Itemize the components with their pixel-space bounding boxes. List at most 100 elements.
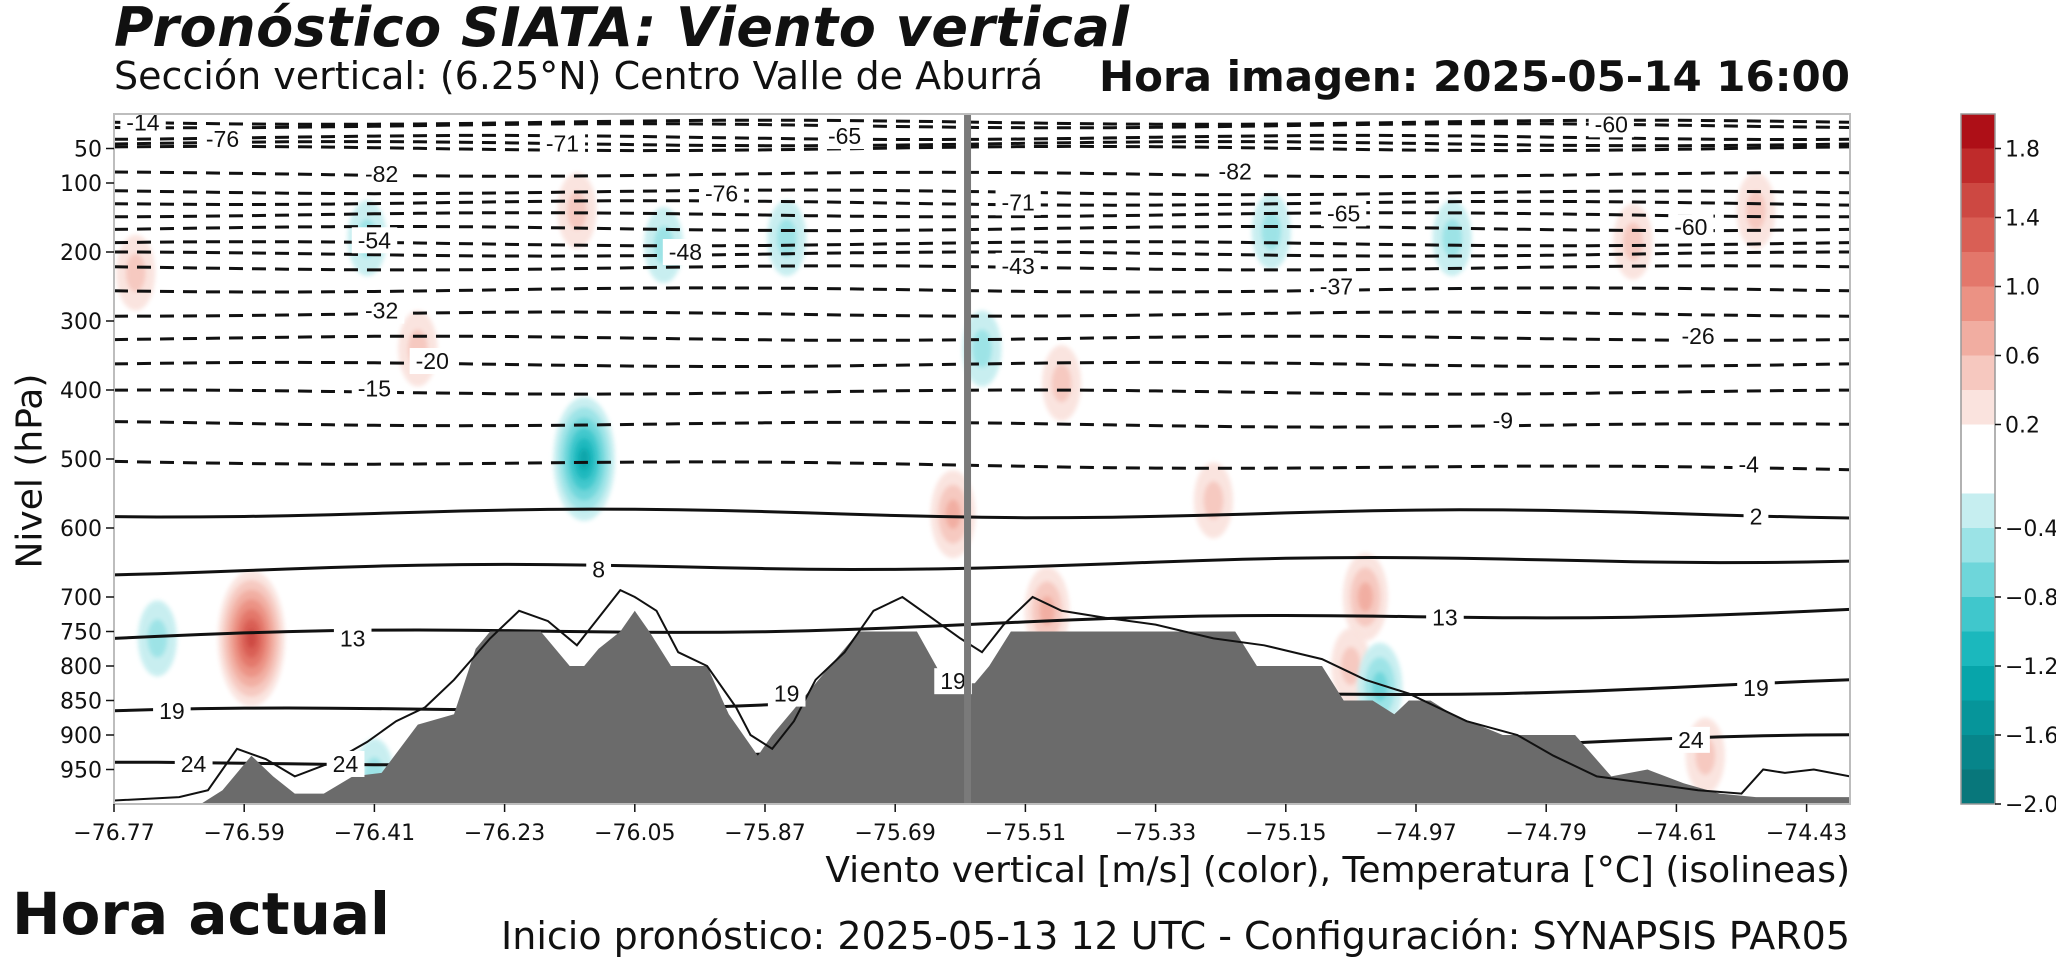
isoline-label: -76 (206, 126, 239, 152)
x-tick-label: −76.59 (203, 821, 284, 846)
isoline-label-bg (1672, 726, 1710, 753)
isoline (114, 286, 1850, 294)
velocity-feature (1357, 582, 1373, 612)
isoline-label-bg (409, 348, 455, 375)
colorbar-band (1961, 321, 1995, 356)
isoline-label: -15 (358, 376, 391, 402)
colorbar-tick-label: 0.6 (2005, 345, 2040, 370)
velocity-feature (1051, 364, 1072, 403)
colorbar-band (1961, 493, 1995, 528)
isoline-label: 24 (333, 751, 359, 777)
x-tick-label: −74.43 (1766, 821, 1847, 846)
colorbar-tick-label: 1.4 (2005, 207, 2040, 232)
velocity-feature (1623, 222, 1643, 261)
terrain-outline (114, 588, 1850, 802)
isoline-label-bg (821, 123, 868, 150)
x-tick-label: −76.41 (334, 821, 415, 846)
vertical-velocity-field (116, 172, 1776, 804)
x-tick-label: −75.69 (854, 821, 935, 846)
isoline (114, 118, 1850, 126)
y-tick-label: 600 (60, 517, 102, 542)
isoline-label-bg (539, 130, 586, 157)
isoline (114, 199, 1850, 207)
colorbar-tick-label: 0.2 (2005, 414, 2040, 439)
isoline-label: -20 (416, 348, 449, 374)
isoline-label: -48 (669, 239, 702, 265)
image-time: Hora imagen: 2025-05-14 16:00 (1098, 52, 1850, 101)
isoline-label-bg (359, 161, 405, 188)
isoline-label: -82 (365, 161, 398, 187)
isoline (114, 250, 1850, 258)
colorbar-tick-label: −1.6 (2005, 724, 2056, 749)
x-tick-label: −74.61 (1636, 821, 1717, 846)
isoline-label: 8 (592, 556, 605, 582)
isoline-label: -9 (1493, 407, 1513, 433)
isoline-label: -65 (828, 123, 861, 149)
isoline-label-bg (698, 180, 745, 207)
x-tick-label: −76.05 (594, 821, 675, 846)
colorbar-band (1961, 114, 1995, 149)
terrain-area (114, 610, 1850, 804)
isoline-label: 19 (940, 668, 966, 694)
y-tick-label: 300 (60, 310, 102, 335)
isoline-label: 19 (774, 681, 800, 707)
colorbar-band (1961, 769, 1995, 804)
isoline-label-bg (662, 239, 709, 265)
y-tick-label: 700 (60, 586, 102, 611)
y-tick-label: 950 (60, 759, 102, 784)
isoline (114, 555, 1850, 577)
x-tick-label: −74.79 (1505, 821, 1586, 846)
isoline-label-bg (351, 227, 398, 254)
isoline (114, 225, 1850, 233)
y-tick-label: 800 (60, 655, 102, 680)
x-tick-label: −76.23 (464, 821, 545, 846)
velocity-feature (1039, 596, 1055, 626)
chart-subtitle: Sección vertical: (6.25°N) Centro Valle … (114, 54, 1044, 98)
y-tick-label: 50 (74, 138, 102, 163)
colorbar-band (1961, 528, 1995, 563)
colorbar-band (1961, 666, 1995, 701)
isoline (114, 144, 1850, 153)
isoline-label: -71 (546, 131, 579, 157)
isoline (114, 188, 1850, 197)
y-tick-label: 200 (60, 241, 102, 266)
velocity-feature (1442, 219, 1462, 258)
colorbar-band (1961, 424, 1995, 494)
x-tick-label: −75.87 (724, 821, 805, 846)
isoline-label-bg (995, 189, 1041, 216)
isoline-label-bg (995, 252, 1041, 279)
isoline-label-bg (586, 556, 612, 583)
velocity-feature (147, 619, 168, 658)
isoline (114, 140, 1850, 148)
velocity-feature (579, 448, 590, 470)
colorbar-tick-label: 1.8 (2005, 138, 2040, 163)
isoline-label-bg (1212, 158, 1258, 185)
isoline-label: -60 (1674, 214, 1707, 240)
isoline-label: -37 (1320, 274, 1353, 300)
y-tick-label: 100 (60, 172, 102, 197)
colorbar-band (1961, 700, 1995, 735)
isoline-label-bg (333, 625, 372, 652)
terrain (114, 588, 1850, 804)
y-tick-label: 850 (60, 690, 102, 715)
isoline-label-bg (1743, 503, 1769, 530)
colorbar-band (1961, 631, 1995, 666)
isoline-label: 19 (1743, 675, 1769, 701)
x-tick-label: −75.33 (1115, 821, 1196, 846)
colorbar-band (1961, 597, 1995, 632)
isoline (114, 240, 1850, 248)
isoline-label-bg (1668, 214, 1714, 241)
isoline-label: 13 (340, 625, 366, 651)
isoline-label-bg (153, 697, 191, 724)
isoline (114, 122, 1850, 130)
isoline (114, 507, 1850, 520)
isoline-label: 13 (1432, 605, 1458, 631)
isoline (114, 420, 1850, 429)
isoline-label: -4 (1739, 452, 1760, 478)
isoline-label-bg (351, 375, 398, 402)
y-tick-label: 900 (60, 724, 102, 749)
isoline-label-bg (174, 750, 213, 777)
velocity-feature (972, 329, 992, 368)
isoline-label-bg (1426, 604, 1464, 631)
colorbar-frame (1960, 113, 1996, 805)
